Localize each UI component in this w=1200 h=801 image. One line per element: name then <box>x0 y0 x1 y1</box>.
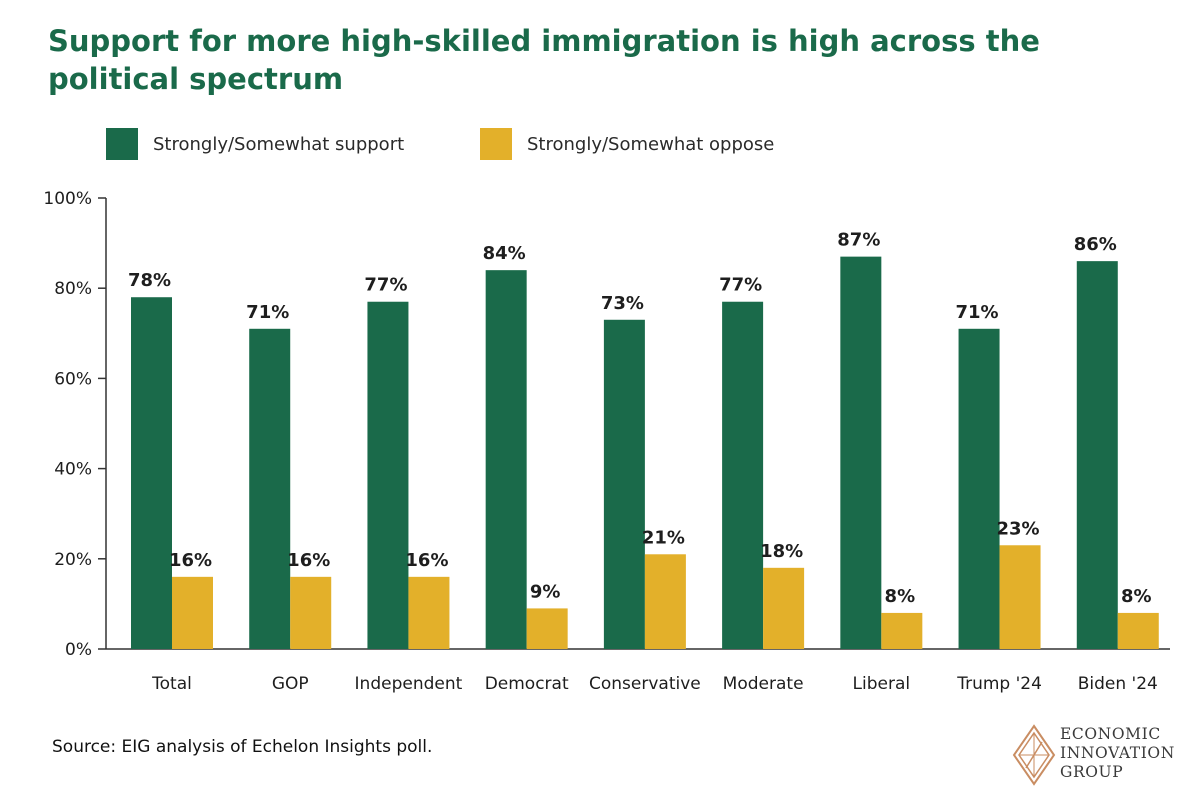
legend-swatch-oppose <box>480 128 512 160</box>
data-label: 16% <box>405 550 448 571</box>
x-tick-label: Independent <box>355 674 463 694</box>
y-tick-label: 20% <box>54 550 92 570</box>
y-tick-label: 100% <box>43 189 92 209</box>
legend-swatch-support <box>106 128 138 160</box>
logo-line: INNOVATION <box>1060 744 1175 762</box>
bar-support <box>958 328 1000 649</box>
data-label: 73% <box>601 293 644 314</box>
x-tick-label: Moderate <box>723 674 804 694</box>
data-label: 9% <box>530 581 561 602</box>
x-tick-label: Total <box>151 674 192 694</box>
x-tick-label: Conservative <box>589 674 701 694</box>
data-label: 86% <box>1074 234 1117 255</box>
data-label: 8% <box>1121 586 1152 607</box>
y-tick-label: 60% <box>54 369 92 389</box>
bar-support <box>1076 261 1118 649</box>
data-label: 71% <box>956 302 999 323</box>
data-label: 87% <box>837 230 880 251</box>
y-tick-label: 40% <box>54 460 92 480</box>
bar-oppose <box>999 545 1041 649</box>
bar-oppose <box>172 576 213 649</box>
bar-support <box>485 270 527 649</box>
legend-label-support: Strongly/Somewhat support <box>153 133 405 155</box>
data-label: 84% <box>483 243 526 264</box>
x-tick-label: Liberal <box>853 674 911 694</box>
bar-oppose <box>290 576 332 649</box>
data-label: 78% <box>128 270 171 291</box>
data-label: 77% <box>364 275 407 296</box>
data-label: 21% <box>642 527 685 548</box>
legend-label-oppose: Strongly/Somewhat oppose <box>527 133 775 155</box>
bar-support <box>131 297 172 649</box>
data-label: 8% <box>885 586 916 607</box>
bar-support <box>249 328 291 649</box>
eig-logo: ECONOMIC INNOVATION GROUP <box>1012 722 1192 792</box>
legend-item-oppose: Strongly/Somewhat oppose <box>480 128 774 160</box>
data-label: 71% <box>246 302 289 323</box>
x-tick-label: Biden '24 <box>1078 674 1158 694</box>
data-label: 18% <box>760 541 803 562</box>
x-tick-label: Democrat <box>485 674 569 694</box>
y-tick-label: 0% <box>65 640 92 660</box>
chart-title: Support for more high-skilled immigratio… <box>48 24 1040 96</box>
x-tick-label: GOP <box>272 674 309 694</box>
bar-oppose <box>763 567 805 649</box>
data-label: 77% <box>719 275 762 296</box>
bar-support <box>840 256 882 649</box>
bar-oppose <box>526 608 568 649</box>
eig-diamond-icon <box>1012 724 1056 786</box>
data-label: 16% <box>287 550 330 571</box>
legend-item-support: Strongly/Somewhat support <box>106 128 404 160</box>
logo-line: ECONOMIC <box>1060 725 1161 743</box>
data-label: 16% <box>169 550 212 571</box>
bar-oppose <box>644 554 686 649</box>
bar-support <box>722 301 764 649</box>
bar-support <box>603 319 645 649</box>
logo-line: GROUP <box>1060 763 1124 781</box>
source-note: Source: EIG analysis of Echelon Insights… <box>52 737 433 757</box>
bar-oppose <box>408 576 450 649</box>
data-label: 23% <box>997 518 1040 539</box>
bar-oppose <box>881 612 923 649</box>
bar-oppose <box>1117 612 1159 649</box>
x-tick-label: Trump '24 <box>956 674 1042 694</box>
bar-support <box>367 301 409 649</box>
y-tick-label: 80% <box>54 279 92 299</box>
